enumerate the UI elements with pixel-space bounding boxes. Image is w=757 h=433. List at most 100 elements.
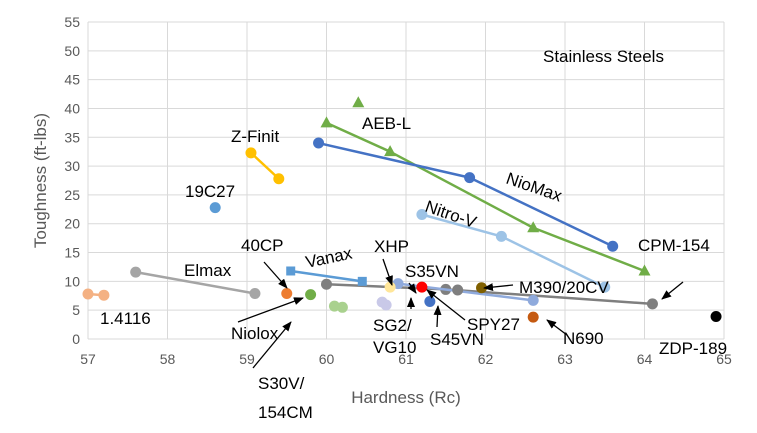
- series-m390-20cv: [392, 278, 539, 306]
- callout-arrow: [483, 283, 514, 292]
- data-point: [380, 299, 392, 311]
- callout-arrow: [252, 321, 292, 369]
- data-point: [321, 278, 332, 290]
- series-xhp: [384, 281, 396, 293]
- y-tick-label: 5: [72, 302, 80, 318]
- series-nitro-v: [416, 209, 611, 293]
- data-point: [336, 301, 348, 313]
- callout-arrow: [263, 261, 288, 289]
- annotation-label: 19C27: [185, 182, 235, 201]
- series-sg2-vg10: [376, 296, 392, 311]
- annotation-label: XHP: [374, 237, 409, 256]
- data-point: [452, 284, 464, 296]
- y-tick-label: 55: [64, 14, 80, 30]
- annotation-label: Z-Finit: [231, 127, 279, 146]
- annotation-label: Nitro-V: [423, 197, 480, 232]
- data-point: [384, 281, 396, 293]
- series-niolox: [305, 289, 317, 301]
- annotation-label: M390/20CV: [519, 278, 609, 297]
- x-tick-label: 65: [716, 351, 732, 367]
- series-aeb-l: [320, 116, 651, 276]
- series-1-4116: [82, 288, 110, 301]
- annotation-label: ZDP-189: [659, 339, 727, 358]
- data-point: [130, 266, 142, 278]
- series-vanax: [286, 266, 367, 286]
- annotation-label: 40CP: [241, 236, 284, 255]
- data-point: [599, 281, 611, 293]
- series-zdp-189: [710, 311, 722, 323]
- annotation-label: S35VN: [405, 262, 459, 281]
- series-40cp: [281, 287, 293, 299]
- data-point: [313, 137, 325, 149]
- callout-arrow: [546, 319, 568, 336]
- data-point: [357, 276, 367, 286]
- data-point: [281, 287, 293, 299]
- y-tick-label: 20: [64, 216, 80, 232]
- annotation-label: SG2/: [373, 316, 412, 335]
- data-point: [527, 221, 540, 233]
- data-point: [245, 147, 257, 159]
- data-point: [527, 294, 539, 306]
- data-point: [320, 116, 333, 128]
- data-point: [82, 288, 94, 300]
- callout-arrow: [237, 297, 304, 323]
- x-axis-title: Hardness (Rc): [351, 388, 461, 407]
- annotation-label: Elmax: [184, 261, 232, 280]
- data-point: [527, 311, 539, 323]
- data-point: [98, 289, 110, 301]
- callout-arrow: [433, 305, 442, 328]
- data-point: [607, 240, 619, 252]
- annotation-label: AEB-L: [362, 114, 411, 133]
- callout-arrow: [407, 282, 417, 294]
- annotation-label: SPY27: [467, 315, 520, 334]
- data-point: [710, 311, 722, 323]
- data-point: [352, 96, 365, 108]
- y-tick-label: 25: [64, 187, 80, 203]
- series-19c27: [209, 202, 221, 214]
- x-tick-label: 58: [160, 351, 176, 367]
- x-tick-label: 60: [319, 351, 335, 367]
- series-elmax: [130, 266, 261, 299]
- data-point: [384, 145, 397, 157]
- y-tick-label: 30: [64, 158, 80, 174]
- series-z-finit: [245, 147, 285, 185]
- data-point: [209, 202, 221, 214]
- series-line: [250, 151, 280, 180]
- y-axis-title: Toughness (ft-lbs): [31, 113, 50, 248]
- annotation-label: NioMax: [504, 169, 565, 206]
- series-s30v-154cm: [328, 300, 348, 313]
- x-tick-label: 63: [557, 351, 573, 367]
- y-tick-label: 15: [64, 245, 80, 261]
- annotation-label: S30V/: [258, 374, 305, 393]
- data-point: [646, 298, 658, 310]
- axes: 0 5 10 15 20 25 30 35 40 45 50 55 57 58 59 60 61 62 63 64 65…: [31, 14, 732, 407]
- callout-arrow: [382, 258, 393, 286]
- series-line: [135, 270, 256, 295]
- series-line: [325, 121, 645, 273]
- grid: [87, 21, 725, 340]
- annotation-label: 1.4116: [100, 309, 151, 328]
- y-tick-label: 10: [64, 273, 80, 289]
- data-point: [424, 296, 436, 308]
- x-tick-label: 57: [80, 351, 96, 367]
- annotation-label: VG10: [373, 338, 416, 357]
- series-n690: [527, 311, 539, 323]
- annotation-label: 154CM: [258, 403, 313, 422]
- series-spy27: [452, 284, 464, 296]
- y-tick-label: 50: [64, 43, 80, 59]
- x-tick-label: 59: [239, 351, 255, 367]
- data-point: [249, 287, 261, 299]
- data-point: [416, 281, 428, 293]
- annotation-label: S45VN: [430, 330, 484, 349]
- annotation-label: Niolox: [231, 324, 279, 343]
- data-point: [305, 289, 317, 301]
- y-tick-label: 40: [64, 100, 80, 116]
- x-tick-label: 62: [478, 351, 494, 367]
- series-niomax: [313, 137, 619, 252]
- x-tick-label: 61: [398, 351, 414, 367]
- series-s35vn: [416, 281, 428, 293]
- callout-arrow: [661, 281, 684, 300]
- annotation-labels: Stainless Steels AEB-L Z-Finit NioMax 19C27 N…: [100, 47, 727, 422]
- series-aeb-l: [352, 96, 365, 108]
